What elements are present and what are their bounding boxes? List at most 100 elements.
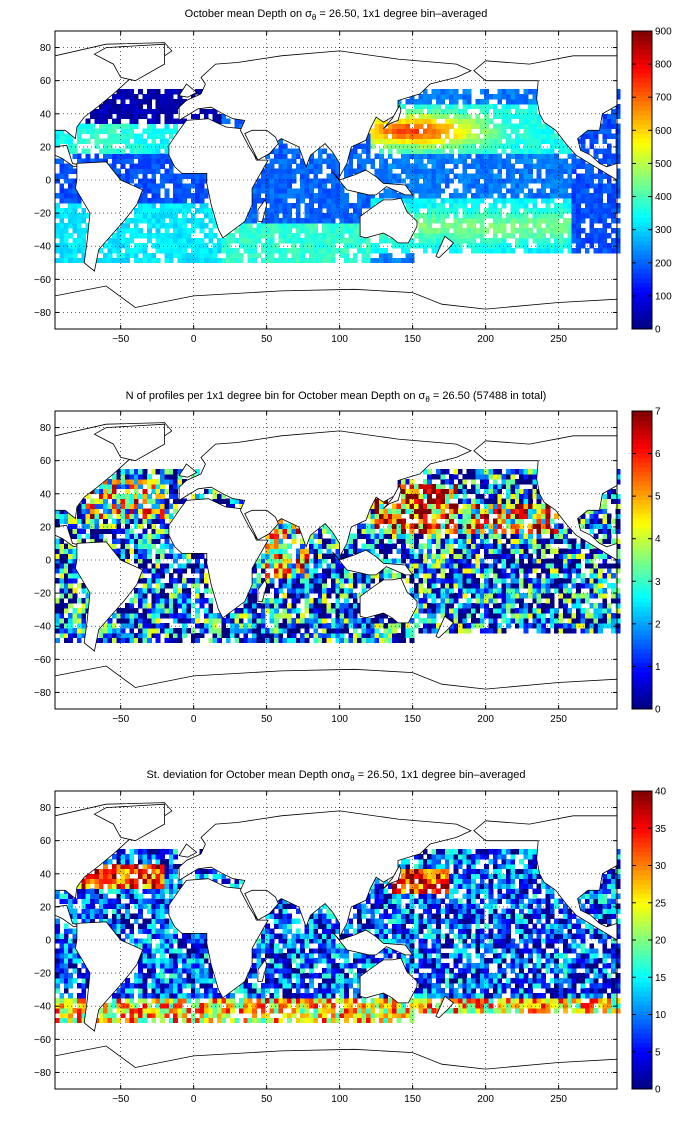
heatmap-cell bbox=[186, 608, 192, 614]
heatmap-cell bbox=[59, 617, 65, 624]
heatmap-cell bbox=[593, 188, 599, 194]
heatmap-cell bbox=[422, 493, 428, 500]
heatmap-cell bbox=[492, 553, 498, 559]
heatmap-cell bbox=[59, 237, 65, 244]
heatmap-cell bbox=[90, 488, 95, 495]
heatmap-cell bbox=[528, 168, 533, 174]
heatmap-cell bbox=[427, 508, 432, 515]
heatmap-cell bbox=[457, 588, 463, 594]
coastline bbox=[473, 55, 618, 181]
heatmap-cell bbox=[444, 143, 450, 149]
heatmap-cell bbox=[282, 563, 288, 569]
heatmap-cell bbox=[260, 233, 266, 239]
heatmap-cell bbox=[606, 173, 612, 179]
heatmap-cell bbox=[457, 608, 463, 614]
heatmap-cell bbox=[177, 627, 183, 634]
heatmap-cell bbox=[238, 237, 244, 244]
heatmap-cell bbox=[59, 133, 65, 139]
heatmap-cell bbox=[457, 508, 463, 515]
heatmap-cell bbox=[401, 573, 406, 579]
heatmap-cell bbox=[602, 113, 608, 120]
heatmap-cell bbox=[602, 218, 608, 224]
heatmap-cell bbox=[313, 233, 319, 239]
heatmap-cell bbox=[243, 622, 249, 629]
heatmap-cell bbox=[466, 578, 472, 584]
heatmap-cell bbox=[506, 478, 511, 485]
heatmap-cell bbox=[409, 513, 415, 519]
heatmap-cell bbox=[440, 558, 446, 564]
heatmap-cell bbox=[532, 163, 538, 169]
heatmap-cell bbox=[357, 637, 362, 644]
heatmap-cell bbox=[431, 103, 437, 110]
heatmap-cell bbox=[212, 488, 218, 495]
heatmap-cell bbox=[278, 193, 284, 199]
heatmap-cell bbox=[203, 233, 209, 239]
heatmap-cell bbox=[440, 213, 446, 219]
heatmap-cell bbox=[405, 148, 411, 154]
heatmap-cell bbox=[497, 627, 503, 634]
heatmap-cell bbox=[523, 153, 529, 159]
heatmap-cell bbox=[155, 558, 161, 564]
heatmap-cell bbox=[120, 553, 126, 559]
heatmap-cell bbox=[414, 593, 419, 599]
heatmap-cell bbox=[352, 583, 358, 589]
heatmap-cell bbox=[330, 203, 336, 209]
heatmap-cell bbox=[282, 622, 288, 629]
heatmap-cell bbox=[120, 108, 126, 115]
heatmap-cell bbox=[177, 593, 183, 599]
heatmap-cell bbox=[462, 548, 468, 554]
heatmap-cell bbox=[155, 518, 161, 524]
heatmap-cell bbox=[111, 543, 117, 549]
heatmap-cell bbox=[256, 198, 262, 204]
heatmap-cell bbox=[164, 173, 170, 179]
heatmap-cell bbox=[387, 153, 393, 159]
heatmap-cell bbox=[335, 203, 341, 209]
heatmap-cell bbox=[63, 223, 69, 229]
heatmap-cell bbox=[519, 173, 524, 179]
heatmap-cell bbox=[558, 247, 564, 254]
heatmap-cell bbox=[580, 143, 586, 149]
heatmap-cell bbox=[182, 203, 187, 209]
heatmap-cell bbox=[147, 608, 152, 614]
heatmap-cell bbox=[98, 498, 104, 505]
heatmap-cell bbox=[361, 148, 367, 154]
heatmap-cell bbox=[177, 93, 183, 100]
heatmap-cell bbox=[479, 223, 485, 229]
heatmap-cell bbox=[173, 598, 178, 604]
heatmap-cell bbox=[190, 563, 196, 569]
heatmap-cell bbox=[488, 193, 494, 199]
heatmap-cell bbox=[528, 88, 533, 95]
heatmap-cell bbox=[72, 533, 78, 539]
heatmap-cell bbox=[409, 188, 415, 194]
heatmap-cell bbox=[422, 188, 428, 194]
heatmap-cell bbox=[462, 608, 468, 614]
heatmap-cell bbox=[256, 193, 262, 199]
heatmap-cell bbox=[72, 252, 78, 259]
heatmap-cell bbox=[317, 257, 323, 264]
heatmap-cell bbox=[405, 523, 411, 529]
y-tick-label: −40 bbox=[34, 242, 51, 253]
heatmap-cell bbox=[344, 247, 349, 254]
heatmap-cell bbox=[457, 528, 463, 534]
heatmap-cell bbox=[593, 213, 599, 219]
heatmap-cell bbox=[230, 257, 235, 264]
heatmap-cell bbox=[514, 493, 520, 500]
heatmap-cell bbox=[326, 573, 332, 579]
heatmap-cell bbox=[138, 493, 143, 500]
colorbar-swatch bbox=[632, 263, 652, 269]
heatmap-cell bbox=[506, 118, 511, 125]
heatmap-cell bbox=[492, 473, 498, 480]
heatmap-cell bbox=[147, 637, 152, 644]
heatmap-cell bbox=[129, 178, 135, 184]
heatmap-cell bbox=[510, 513, 516, 519]
heatmap-cell bbox=[453, 493, 459, 500]
heatmap-cell bbox=[571, 247, 577, 254]
heatmap-cell bbox=[374, 513, 380, 519]
colorbar-swatch bbox=[632, 63, 652, 69]
heatmap-cell bbox=[160, 103, 165, 110]
heatmap-cell bbox=[344, 203, 349, 209]
heatmap-cell bbox=[278, 257, 284, 264]
heatmap-cell bbox=[475, 173, 481, 179]
heatmap-cell bbox=[444, 168, 450, 174]
heatmap-cell bbox=[602, 158, 608, 164]
